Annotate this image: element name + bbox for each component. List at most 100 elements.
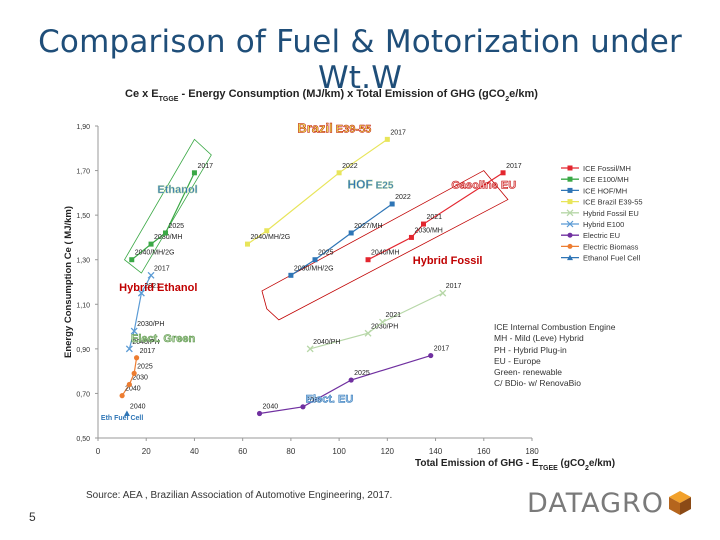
region-label-hybrid-ethanol: Hybrid Ethanol bbox=[119, 282, 197, 294]
data-point bbox=[306, 345, 314, 353]
data-point-stroke bbox=[439, 289, 447, 297]
region-label-elect-eu: Elect. EU bbox=[306, 393, 354, 405]
legend-label: Electric Biomass bbox=[583, 242, 639, 251]
legend-label: Electric EU bbox=[583, 231, 620, 240]
data-point bbox=[148, 241, 154, 247]
data-point bbox=[336, 170, 342, 176]
legend-label: ICE HOF/MH bbox=[583, 186, 627, 195]
x-tick-label: 40 bbox=[190, 447, 199, 456]
data-point bbox=[348, 377, 354, 383]
data-label: 2022 bbox=[395, 194, 411, 201]
abbr-line: C/ BDio- w/ RenovaBio bbox=[494, 378, 581, 389]
data-label: 2040 bbox=[263, 403, 279, 410]
data-point bbox=[439, 289, 447, 297]
data-label: 2030/PH bbox=[371, 323, 398, 330]
data-point bbox=[300, 404, 306, 410]
chart-axes: 0,500,700,901,101,301,501,701,900 20 40 60 8… bbox=[63, 124, 615, 472]
region-label-gasoline-eu: Gasoline EU bbox=[451, 179, 516, 191]
data-label: 2040/PH bbox=[132, 339, 159, 346]
region-label-brazil: Brazil E39-55 bbox=[297, 121, 371, 136]
abbr-line: EU - Europe bbox=[494, 355, 541, 366]
region-label-hybrid-fossil: Hybrid Fossil bbox=[413, 255, 483, 267]
chart-title: Ce x ETGGE - Energy Consumption (MJ/km) … bbox=[125, 88, 538, 103]
data-label: 2030/MH/2G bbox=[294, 265, 334, 272]
legend-label: ICE Fossil/MH bbox=[583, 164, 631, 173]
data-label: 2040 bbox=[130, 403, 146, 410]
abbreviation-notes: ICE Internal Combustion Engine MH - Mild… bbox=[494, 322, 615, 390]
series-line bbox=[131, 172, 195, 261]
legend-entry: Electric EU bbox=[561, 231, 620, 240]
data-point bbox=[256, 410, 263, 417]
y-tick-label: 1,50 bbox=[76, 213, 90, 220]
x-tick-label: 120 bbox=[381, 447, 395, 456]
data-point bbox=[130, 327, 138, 335]
data-point-stroke bbox=[125, 345, 133, 353]
data-point bbox=[500, 170, 506, 176]
data-label: 2017 bbox=[140, 348, 156, 355]
legend-entry: ICE Fossil/MH bbox=[561, 164, 631, 173]
chart-title-group: Ce x ETGGE - Energy Consumption (MJ/km) … bbox=[125, 88, 538, 103]
legend-label: ICE Brazil E39-55 bbox=[583, 198, 643, 207]
x-axis-label: Total Emission of GHG - ETGEE (gCO2e/km) bbox=[415, 458, 615, 472]
legend-label: Ethanol Fuel Cell bbox=[583, 254, 640, 263]
data-point bbox=[312, 257, 318, 263]
legend-marker bbox=[567, 165, 573, 171]
legend-entry: ICE HOF/MH bbox=[561, 186, 627, 195]
data-label: 2025 bbox=[354, 370, 370, 377]
data-label: 2030/PH bbox=[137, 321, 164, 328]
data-point-stroke bbox=[130, 327, 138, 335]
data-label: 2021 bbox=[386, 312, 402, 319]
data-point bbox=[123, 410, 130, 416]
legend-entry: Hybrid E100 bbox=[561, 220, 624, 229]
y-tick-label: 0,90 bbox=[76, 347, 90, 354]
data-point bbox=[264, 228, 270, 234]
ethanol-region bbox=[124, 138, 212, 274]
x-tick-label: 0 bbox=[96, 447, 101, 456]
data-point bbox=[133, 355, 140, 361]
y-tick-label: 1,30 bbox=[76, 258, 90, 265]
data-point bbox=[379, 318, 386, 326]
x-tick-label: 160 bbox=[477, 447, 491, 456]
region-label-ethanol: Ethanol bbox=[157, 184, 197, 196]
data-label: 2040/MH/2G bbox=[250, 234, 290, 241]
series-ice-fossil-mh: 2040/MH 2030/MH 2021 2017 bbox=[365, 163, 522, 263]
data-label: 2017 bbox=[197, 163, 213, 170]
legend-entry: Hybrid Fossil EU bbox=[561, 209, 639, 218]
data-point-stroke bbox=[364, 329, 372, 337]
series-line bbox=[128, 275, 152, 350]
data-point bbox=[131, 370, 137, 376]
series-line bbox=[259, 354, 431, 415]
series-ice-brazil-e39-55: 2040/MH/2G 2022 2017 bbox=[244, 129, 406, 247]
series-electric-eu: 2040 2030 2025 2017 bbox=[256, 346, 450, 417]
y-tick-label: 0,50 bbox=[76, 436, 90, 443]
legend-entry: Electric Biomass bbox=[561, 242, 639, 251]
data-point-stroke bbox=[147, 271, 155, 279]
legend-marker bbox=[567, 232, 573, 238]
data-label: 2030/MH bbox=[414, 227, 442, 234]
data-label: 2021 bbox=[144, 283, 160, 290]
data-point-stroke bbox=[306, 345, 314, 353]
x-tick-label: 100 bbox=[332, 447, 346, 456]
abbr-line: Green- renewable bbox=[494, 367, 563, 378]
y-tick-label: 1,70 bbox=[76, 169, 90, 176]
legend-marker bbox=[567, 187, 573, 193]
data-point bbox=[389, 201, 395, 207]
y-axis-label: Energy Consumption Ce ( MJ/km) bbox=[63, 206, 74, 358]
data-point bbox=[126, 381, 132, 388]
series-ice-e100-mh: 2040/MH/2G 2030/MH 2025 2017 bbox=[129, 163, 213, 263]
legend-label: Hybrid E100 bbox=[583, 220, 624, 229]
data-label: 2040/MH/2G bbox=[135, 250, 175, 257]
data-label: 2025 bbox=[318, 250, 334, 257]
data-label: 2017 bbox=[434, 346, 450, 353]
legend-label: ICE E100/MH bbox=[583, 175, 629, 184]
data-label: 2030 bbox=[306, 397, 322, 404]
brand-cube-icon bbox=[669, 491, 691, 515]
data-point bbox=[119, 393, 125, 399]
abbr-line: ICE Internal Combustion Engine bbox=[494, 322, 616, 332]
slide-title: Comparison of Fuel & Motorization under … bbox=[38, 24, 682, 96]
legend-entry: Ethanol Fuel Cell bbox=[561, 254, 640, 263]
data-label: 2040 bbox=[125, 386, 141, 393]
y-tick-label: 0,70 bbox=[76, 391, 90, 398]
data-point bbox=[163, 230, 169, 236]
